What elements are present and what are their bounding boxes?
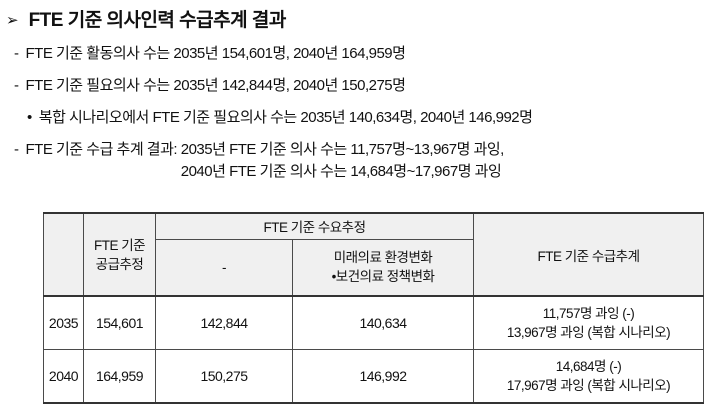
cell-demand-baseline: 142,844: [155, 295, 293, 350]
header-supply-line2: 공급추정: [95, 256, 144, 272]
cell-demand-baseline: 150,275: [155, 348, 293, 404]
cell-balance: 11,757명 과잉 (-) 13,967명 과잉 (복합 시나리오): [473, 295, 704, 350]
dash-marker: -: [14, 45, 19, 62]
bullet-line-text: FTE 기준 활동의사 수는 2035년 154,601명, 2040년 164…: [25, 45, 406, 62]
bullet-line-balance-result: - FTE 기준 수급 추계 결과: 2035년 FTE 기준 의사 수는 11…: [14, 141, 504, 185]
bullet-line-composite-scenario: • 복합 시나리오에서 FTE 기준 필요의사 수는 2035년 140,634…: [27, 109, 533, 127]
bullet-line-text: 복합 시나리오에서 FTE 기준 필요의사 수는 2035년 140,634명,…: [38, 109, 533, 126]
cell-balance: 14,684명 (-) 17,967명 과잉 (복합 시나리오): [473, 348, 704, 404]
header-demand-future: 미래의료 환경변화 •보건의료 정책변화: [292, 238, 474, 297]
dot-marker: •: [27, 109, 32, 126]
dash-marker: -: [14, 77, 19, 94]
header-balance: FTE 기준 수급추계: [473, 212, 704, 297]
cell-supply: 154,601: [83, 295, 156, 350]
header-supply-line1: FTE 기준: [93, 237, 146, 253]
fte-projection-table: FTE 기준 공급추정 FTE 기준 수요추정 FTE 기준 수급추계 - 미래…: [43, 212, 704, 404]
header-demand-future-line2: •보건의료 정책변화: [331, 269, 435, 285]
header-year-blank: [43, 212, 84, 297]
balance-2035-text: 2035년 FTE 기준 의사 수는 11,757명~13,967명 과잉,: [180, 141, 505, 158]
cell-balance-line2: 13,967명 과잉 (복합 시나리오): [506, 324, 671, 340]
header-demand-baseline: -: [155, 238, 293, 297]
bullet-line-required-doctors: - FTE 기준 필요의사 수는 2035년 142,844명, 2040년 1…: [14, 77, 406, 95]
header-demand-future-line1: 미래의료 환경변화: [333, 250, 433, 266]
header-supply: FTE 기준 공급추정: [83, 212, 156, 297]
cell-balance-line1: 14,684명 (-): [555, 358, 622, 374]
dash-marker: -: [14, 141, 19, 158]
cell-balance-line1: 11,757명 과잉 (-): [542, 305, 635, 321]
balance-2040-text: 2040년 FTE 기준 의사 수는 14,684명~17,967명 과잉: [180, 163, 502, 180]
cell-demand-future: 140,634: [292, 295, 474, 350]
section-title: ➢ FTE 기준 의사인력 수급추계 결과: [6, 9, 286, 33]
section-title-text: FTE 기준 의사인력 수급추계 결과: [28, 10, 287, 31]
cell-year: 2035: [43, 295, 84, 350]
bullet-line-active-doctors: - FTE 기준 활동의사 수는 2035년 154,601명, 2040년 1…: [14, 45, 406, 63]
cell-balance-line2: 17,967명 과잉 (복합 시나리오): [506, 377, 671, 393]
cell-demand-future: 146,992: [292, 348, 474, 404]
projection-table-container: FTE 기준 공급추정 FTE 기준 수요추정 FTE 기준 수급추계 - 미래…: [43, 212, 704, 404]
arrow-bullet-icon: ➢: [6, 12, 19, 29]
cell-supply: 164,959: [83, 348, 156, 404]
cell-year: 2040: [43, 348, 84, 404]
table-row-2040: 2040 164,959 150,275 146,992 14,684명 (-)…: [43, 348, 704, 404]
bullet-line-label: FTE 기준 수급 추계 결과:: [25, 141, 181, 158]
header-demand-group: FTE 기준 수요추정: [155, 212, 474, 240]
bullet-line-values: 2035년 FTE 기준 의사 수는 11,757명~13,967명 과잉, 2…: [180, 141, 505, 185]
table-row-2035: 2035 154,601 142,844 140,634 11,757명 과잉 …: [43, 295, 704, 350]
bullet-line-text: FTE 기준 필요의사 수는 2035년 142,844명, 2040년 150…: [25, 77, 406, 94]
